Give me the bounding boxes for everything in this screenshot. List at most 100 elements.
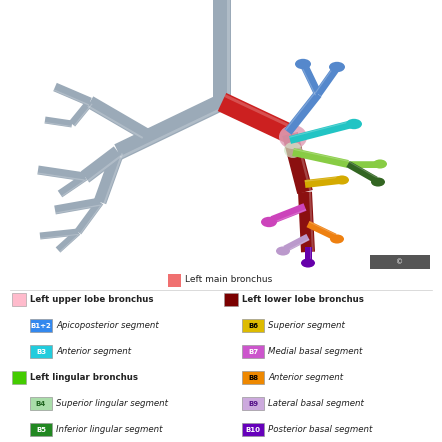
PathPatch shape <box>225 94 293 129</box>
PathPatch shape <box>38 172 84 181</box>
PathPatch shape <box>114 94 226 160</box>
Bar <box>242 371 264 384</box>
PathPatch shape <box>289 120 353 144</box>
Bar <box>30 345 52 358</box>
Bar <box>370 255 430 269</box>
PathPatch shape <box>301 65 322 96</box>
PathPatch shape <box>61 179 87 197</box>
PathPatch shape <box>37 166 86 182</box>
Text: Superior segment: Superior segment <box>268 321 345 331</box>
Text: Left lingular bronchus: Left lingular bronchus <box>30 373 138 382</box>
PathPatch shape <box>88 155 122 182</box>
PathPatch shape <box>53 89 89 106</box>
PathPatch shape <box>349 161 377 178</box>
PathPatch shape <box>305 176 340 188</box>
Text: ©: © <box>396 259 404 265</box>
Text: Left lower lobe bronchus: Left lower lobe bronchus <box>242 296 364 305</box>
Ellipse shape <box>261 217 277 227</box>
Text: B1+2: B1+2 <box>30 323 51 328</box>
Ellipse shape <box>276 247 290 255</box>
Text: Inferior lingular segment: Inferior lingular segment <box>56 426 163 434</box>
Text: Posterior basal segment: Posterior basal segment <box>268 426 372 434</box>
PathPatch shape <box>55 205 101 214</box>
Bar <box>30 319 52 332</box>
Ellipse shape <box>330 234 344 244</box>
PathPatch shape <box>315 68 338 96</box>
PathPatch shape <box>75 200 103 234</box>
PathPatch shape <box>227 0 230 102</box>
Bar <box>30 397 52 410</box>
PathPatch shape <box>286 239 309 251</box>
PathPatch shape <box>309 192 314 252</box>
Bar <box>242 319 264 332</box>
Bar <box>12 293 26 306</box>
PathPatch shape <box>310 247 311 260</box>
PathPatch shape <box>45 117 72 127</box>
PathPatch shape <box>45 122 72 127</box>
Ellipse shape <box>329 62 345 72</box>
Ellipse shape <box>335 175 349 185</box>
Bar <box>224 293 238 306</box>
Ellipse shape <box>301 259 315 267</box>
Text: Left main bronchus: Left main bronchus <box>185 275 272 285</box>
PathPatch shape <box>213 0 231 102</box>
PathPatch shape <box>58 174 87 197</box>
PathPatch shape <box>348 161 378 162</box>
Text: Left upper lobe bronchus: Left upper lobe bronchus <box>30 296 153 305</box>
PathPatch shape <box>285 91 316 130</box>
Bar <box>242 345 264 358</box>
PathPatch shape <box>305 177 340 182</box>
Text: Anterior segment: Anterior segment <box>268 373 343 382</box>
PathPatch shape <box>315 68 333 93</box>
Text: Apicoposterior segment: Apicoposterior segment <box>56 321 159 331</box>
PathPatch shape <box>53 83 92 106</box>
PathPatch shape <box>87 96 148 140</box>
PathPatch shape <box>87 105 143 139</box>
PathPatch shape <box>56 229 80 252</box>
PathPatch shape <box>289 121 351 138</box>
PathPatch shape <box>273 209 306 223</box>
Text: Anterior segment: Anterior segment <box>56 347 131 357</box>
PathPatch shape <box>94 150 124 204</box>
PathPatch shape <box>346 161 378 183</box>
PathPatch shape <box>120 106 225 159</box>
Text: Superior lingular segment: Superior lingular segment <box>56 400 168 408</box>
Ellipse shape <box>295 59 311 69</box>
PathPatch shape <box>80 203 103 234</box>
PathPatch shape <box>302 68 316 95</box>
Text: B9: B9 <box>248 400 258 407</box>
PathPatch shape <box>285 91 321 135</box>
Text: B6: B6 <box>248 323 258 328</box>
Ellipse shape <box>346 119 362 129</box>
Bar <box>168 274 181 287</box>
Text: B10: B10 <box>245 427 260 433</box>
Bar <box>242 397 264 410</box>
Ellipse shape <box>284 142 302 158</box>
PathPatch shape <box>218 93 294 143</box>
PathPatch shape <box>40 234 78 239</box>
PathPatch shape <box>306 221 336 240</box>
PathPatch shape <box>74 103 93 126</box>
Ellipse shape <box>373 160 387 168</box>
PathPatch shape <box>54 198 101 214</box>
PathPatch shape <box>103 153 123 204</box>
PathPatch shape <box>81 146 122 183</box>
PathPatch shape <box>69 99 93 126</box>
PathPatch shape <box>271 203 306 224</box>
PathPatch shape <box>309 221 336 235</box>
PathPatch shape <box>40 229 78 240</box>
Text: Medial basal segment: Medial basal segment <box>268 347 362 357</box>
PathPatch shape <box>293 149 349 162</box>
PathPatch shape <box>292 148 349 168</box>
Ellipse shape <box>279 125 307 149</box>
PathPatch shape <box>282 132 313 194</box>
Text: B8: B8 <box>248 374 258 381</box>
Text: B3: B3 <box>36 348 46 354</box>
PathPatch shape <box>294 132 312 191</box>
Bar <box>12 371 26 384</box>
Text: B5: B5 <box>36 427 46 433</box>
Ellipse shape <box>371 177 385 187</box>
PathPatch shape <box>298 192 315 252</box>
PathPatch shape <box>59 233 80 252</box>
PathPatch shape <box>283 234 309 252</box>
